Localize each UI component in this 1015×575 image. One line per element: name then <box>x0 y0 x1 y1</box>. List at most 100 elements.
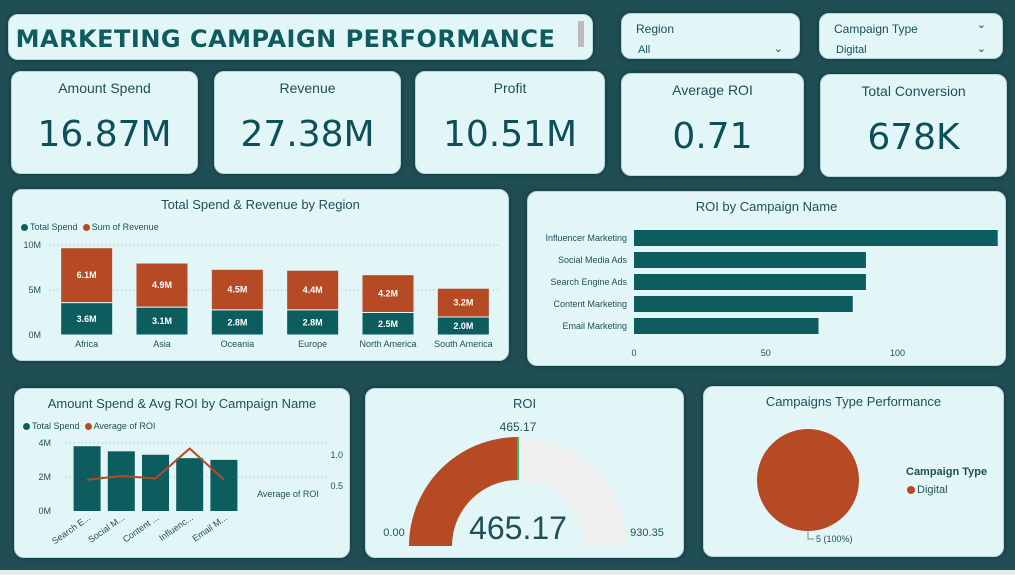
bar-total-spend <box>142 454 169 511</box>
chart-title: Total Spend & Revenue by Region <box>161 197 360 212</box>
data-label: 2.0M <box>453 321 473 331</box>
kpi-average-roi: Average ROI 0.71 <box>621 73 804 176</box>
x-tick-label: Asia <box>153 339 171 349</box>
x-tick-label: Oceania <box>221 339 255 349</box>
legend-item: Digital <box>917 484 948 496</box>
data-label: 3.1M <box>152 316 172 326</box>
chevron-down-icon[interactable]: ⌄ <box>773 43 783 55</box>
chart-title: Campaigns Type Performance <box>765 394 942 409</box>
bar-roi <box>634 252 866 268</box>
y-tick-label: 4M <box>38 438 51 448</box>
bar-roi <box>634 230 998 246</box>
x-tick-label: 100 <box>890 348 905 358</box>
data-label: 2.8M <box>227 317 247 327</box>
kpi-revenue: Revenue 27.38M <box>214 71 401 174</box>
y-tick-label: Social Media Ads <box>558 255 628 265</box>
data-label: 4.2M <box>378 289 398 299</box>
bottom-strip <box>0 570 1015 575</box>
data-label: 5 (100%) <box>816 534 853 544</box>
scrollbar[interactable] <box>578 21 584 47</box>
x-tick-label: North America <box>359 339 416 349</box>
campaign-type-slicer[interactable]: Campaign Type Digital ⌄ ⌄ <box>819 13 1003 59</box>
bar-total-spend <box>60 302 114 336</box>
bar-revenue <box>60 247 114 304</box>
kpi-value: 678K <box>867 117 960 158</box>
y-tick-label: Search Engine Ads <box>550 277 627 287</box>
y-tick-label: Content Marketing <box>553 299 627 309</box>
kpi-total-conversion: Total Conversion 678K <box>820 74 1007 177</box>
leader-line <box>807 531 814 540</box>
data-label: 4.9M <box>152 280 172 290</box>
legend-item: Total Spend <box>32 421 80 431</box>
y2-tick-label: 1.0 <box>330 450 343 460</box>
x-tick-label: South America <box>434 339 493 349</box>
x-tick-label: Email M... <box>191 512 230 543</box>
kpi-label: Revenue <box>279 80 336 96</box>
bar-roi <box>634 274 866 290</box>
kpi-value: 10.51M <box>442 114 578 155</box>
bar-revenue <box>135 262 189 308</box>
x-tick-label: Content ... <box>121 512 161 544</box>
bar-revenue <box>210 268 264 311</box>
spend-roi-campaign-panel: Amount Spend & Avg ROI by Campaign Name … <box>14 388 350 558</box>
region-slicer-value: All <box>638 44 651 56</box>
chart-legend: Total Spend Sum of Revenue <box>21 222 159 232</box>
line-average-roi <box>86 447 225 481</box>
y-tick-label: 10M <box>23 240 41 250</box>
bar-total-spend <box>107 451 135 511</box>
bar-total-spend <box>210 459 238 511</box>
gauge-max-label: 930.35 <box>630 527 664 539</box>
kpi-amount-spend: Amount Spend 16.87M <box>11 71 198 174</box>
legend-swatch <box>23 423 30 431</box>
y-tick-label: Influencer Marketing <box>545 233 627 243</box>
gauge-value: 465.17 <box>469 510 567 546</box>
kpi-value: 16.87M <box>37 114 172 155</box>
data-label: 3.2M <box>453 298 473 308</box>
gauge-chart: 465.17 465.17 0.00 930.35 <box>383 420 664 546</box>
chart-title: ROI by Campaign Name <box>695 199 838 214</box>
kpi-value: 0.71 <box>672 116 753 157</box>
campaign-type-slicer-label: Campaign Type <box>834 22 918 36</box>
bar-roi <box>634 318 819 334</box>
pie-chart: 5 (100%) Campaign Type Digital <box>757 429 987 544</box>
kpi-label: Profit <box>493 80 527 96</box>
legend-item: Sum of Revenue <box>91 222 159 232</box>
gauge-min-label: 0.00 <box>383 527 404 539</box>
stacked-bar-chart: 0M 5M 10M 3.6M 6.1M Africa 3.1M 4.9M Asia 2.8M 4.5… <box>23 240 501 349</box>
chevron-down-icon[interactable]: ⌄ <box>976 43 986 55</box>
roi-gauge-panel: ROI 465.17 465.17 0.00 930.35 <box>365 388 684 558</box>
kpi-value: 27.38M <box>240 114 375 155</box>
x-tick-label: Social M... <box>86 512 126 544</box>
data-label: 2.5M <box>378 319 398 329</box>
kpi-label: Average ROI <box>672 82 753 98</box>
chart-title: ROI <box>512 396 537 411</box>
y-tick-label: 2M <box>38 472 51 482</box>
bar-total-spend <box>135 306 189 336</box>
spend-revenue-region-panel: Total Spend & Revenue by Region Total Sp… <box>12 189 509 361</box>
pie-slice-digital <box>757 429 859 531</box>
data-label: 4.4M <box>303 285 323 295</box>
data-label: 3.6M <box>77 314 97 324</box>
roi-campaign-panel: ROI by Campaign Name Influencer Marketin… <box>527 191 1006 366</box>
y-tick-label: 5M <box>28 285 41 295</box>
kpi-label: Amount Spend <box>58 80 151 96</box>
x-tick-label: Europe <box>298 339 327 349</box>
y2-tick-label: 0.5 <box>330 481 343 491</box>
bar-total-spend <box>176 458 204 511</box>
bar-roi <box>634 296 853 312</box>
combo-chart: 0M 2M 4M 0.5 1.0 Average of ROI Search E...Soc… <box>38 438 343 546</box>
bar-revenue <box>361 274 415 313</box>
gauge-fill <box>409 437 518 546</box>
chart-legend: Total Spend Average of ROI <box>23 421 155 431</box>
x-tick-label: Influenc... <box>157 512 195 543</box>
legend-swatch <box>82 224 90 232</box>
legend-item: Average of ROI <box>93 421 156 431</box>
campaign-type-slicer-value: Digital <box>836 44 867 56</box>
region-slicer[interactable]: Region All ⌄ <box>621 13 800 59</box>
y2-axis-label: Average of ROI <box>257 489 319 499</box>
y-tick-label: Email Marketing <box>562 321 627 331</box>
kpi-label: Total Conversion <box>861 83 966 99</box>
legend-item: Total Spend <box>30 222 78 232</box>
chevron-down-icon[interactable]: ⌄ <box>976 19 986 31</box>
region-slicer-label: Region <box>636 22 675 36</box>
